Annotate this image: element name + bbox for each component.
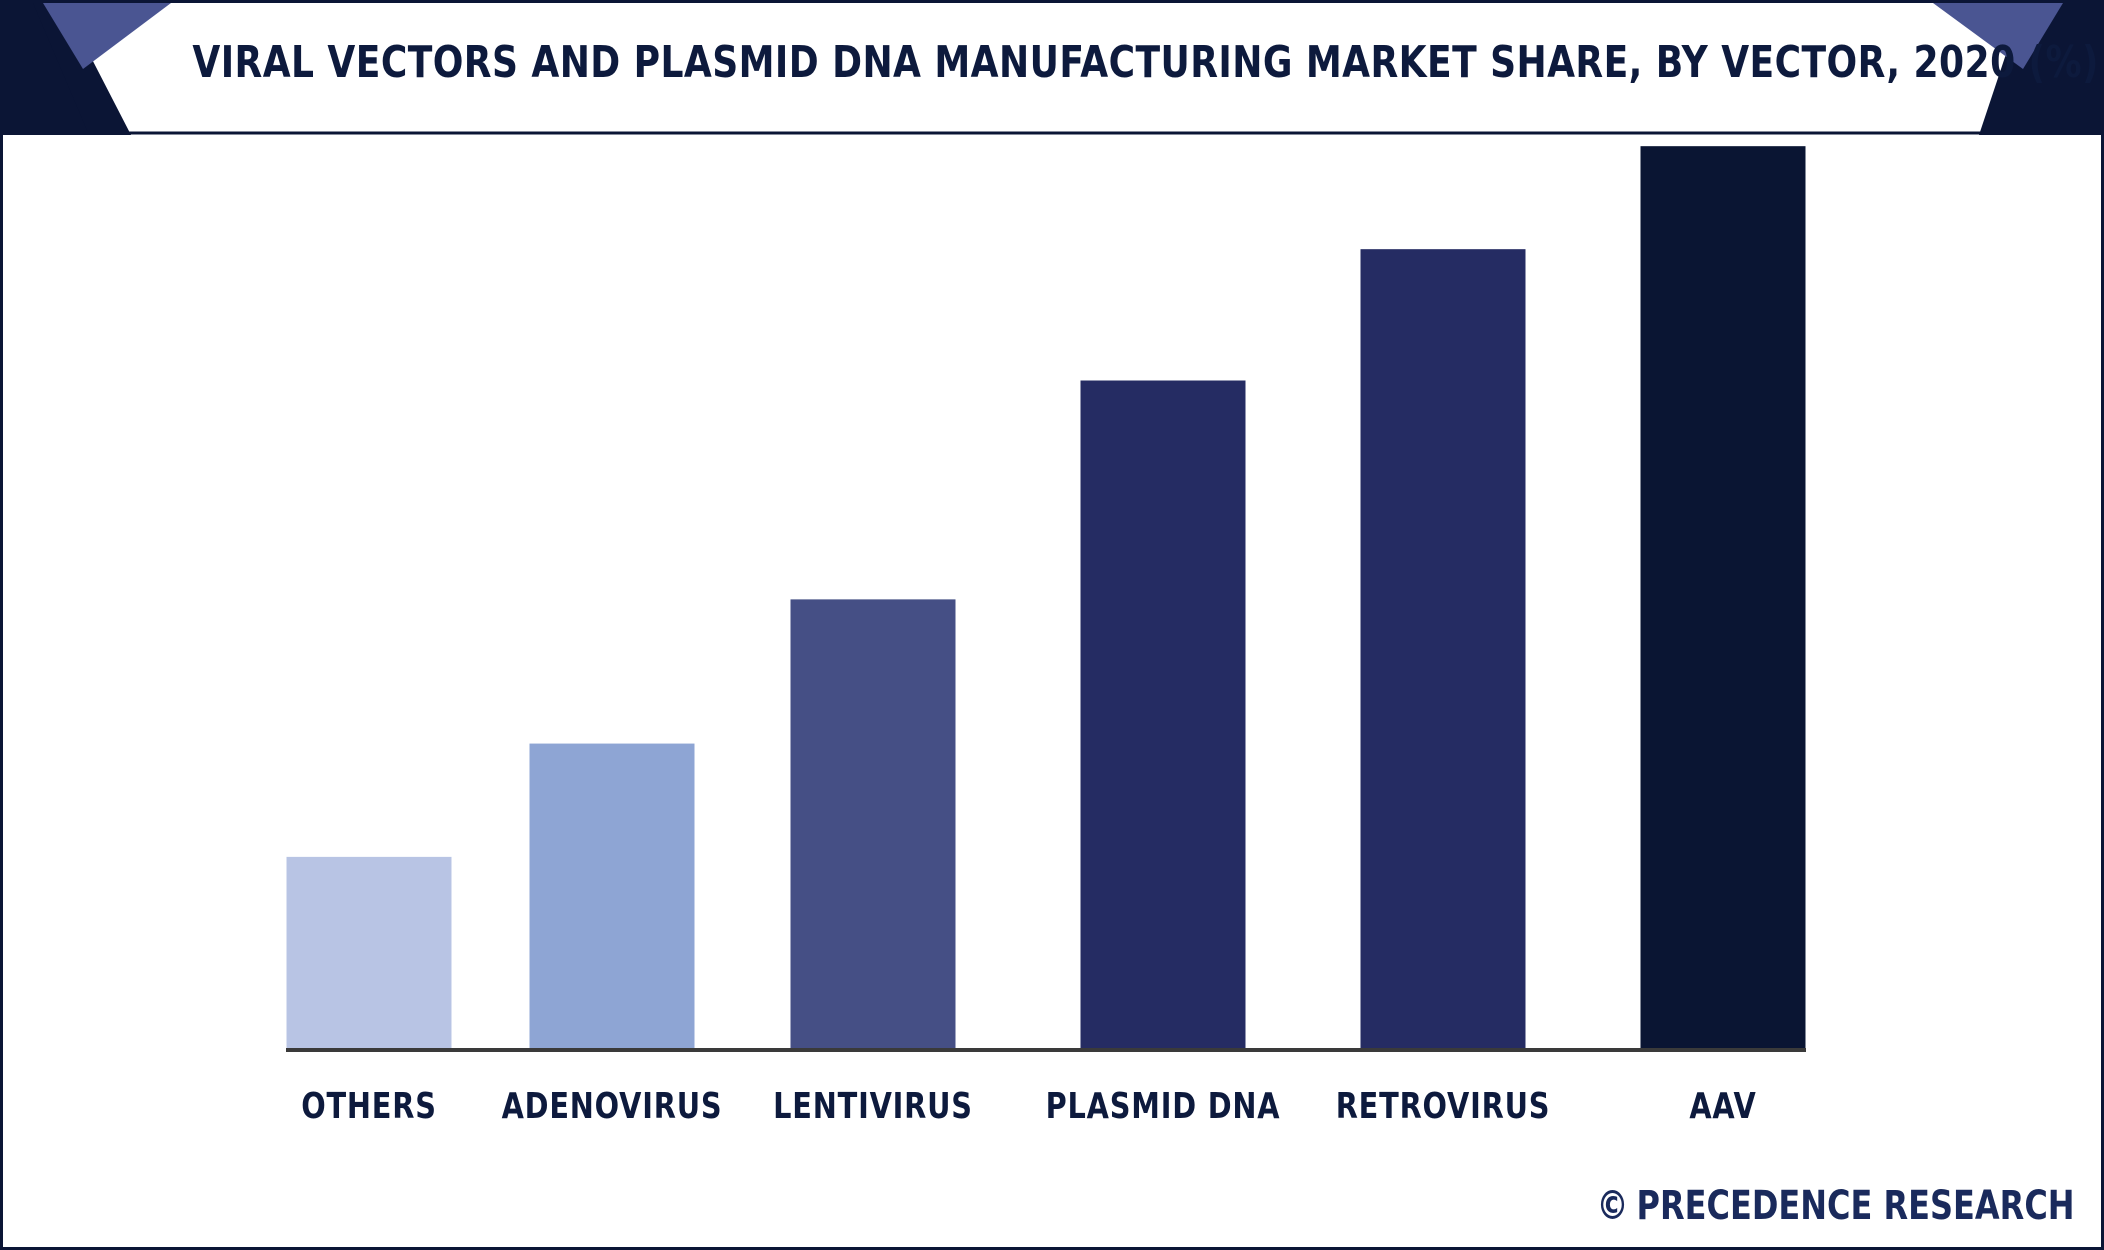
bar-plasmid-dna bbox=[1080, 380, 1246, 1050]
category-label: ADENOVIRUS bbox=[502, 1085, 723, 1127]
chart-title: VIRAL VECTORS AND PLASMID DNA MANUFACTUR… bbox=[192, 37, 2099, 88]
header-right-dark-corner bbox=[1979, 3, 2101, 135]
bar-others bbox=[286, 856, 452, 1050]
bar-adenovirus bbox=[529, 743, 695, 1050]
bar-retrovirus bbox=[1360, 249, 1526, 1051]
category-label: AAV bbox=[1689, 1085, 1756, 1127]
header-left-slant bbox=[33, 3, 131, 135]
bar-aav bbox=[1640, 146, 1806, 1051]
category-label: LENTIVIRUS bbox=[773, 1085, 973, 1127]
category-label: OTHERS bbox=[301, 1085, 437, 1127]
category-label: PLASMID DNA bbox=[1046, 1085, 1281, 1127]
footer-credit: © PRECEDENCE RESEARCH bbox=[1597, 1183, 2075, 1229]
copyright-icon: © bbox=[1596, 1183, 1629, 1229]
brand-name: PRECEDENCE RESEARCH bbox=[1636, 1183, 2075, 1229]
bar-chart: OTHERS ADENOVIRUS LENTIVIRUS PLASMID DNA RET… bbox=[286, 146, 1806, 1127]
category-label: RETROVIRUS bbox=[1336, 1085, 1551, 1127]
category-labels-layer: OTHERS ADENOVIRUS LENTIVIRUS PLASMID DNA RET… bbox=[301, 1085, 1756, 1127]
header-left-accent bbox=[43, 3, 171, 69]
header-right-accent bbox=[1933, 3, 2063, 69]
header-band bbox=[3, 3, 2101, 135]
bar-lentivirus bbox=[790, 599, 956, 1050]
bars-layer bbox=[286, 146, 1806, 1051]
